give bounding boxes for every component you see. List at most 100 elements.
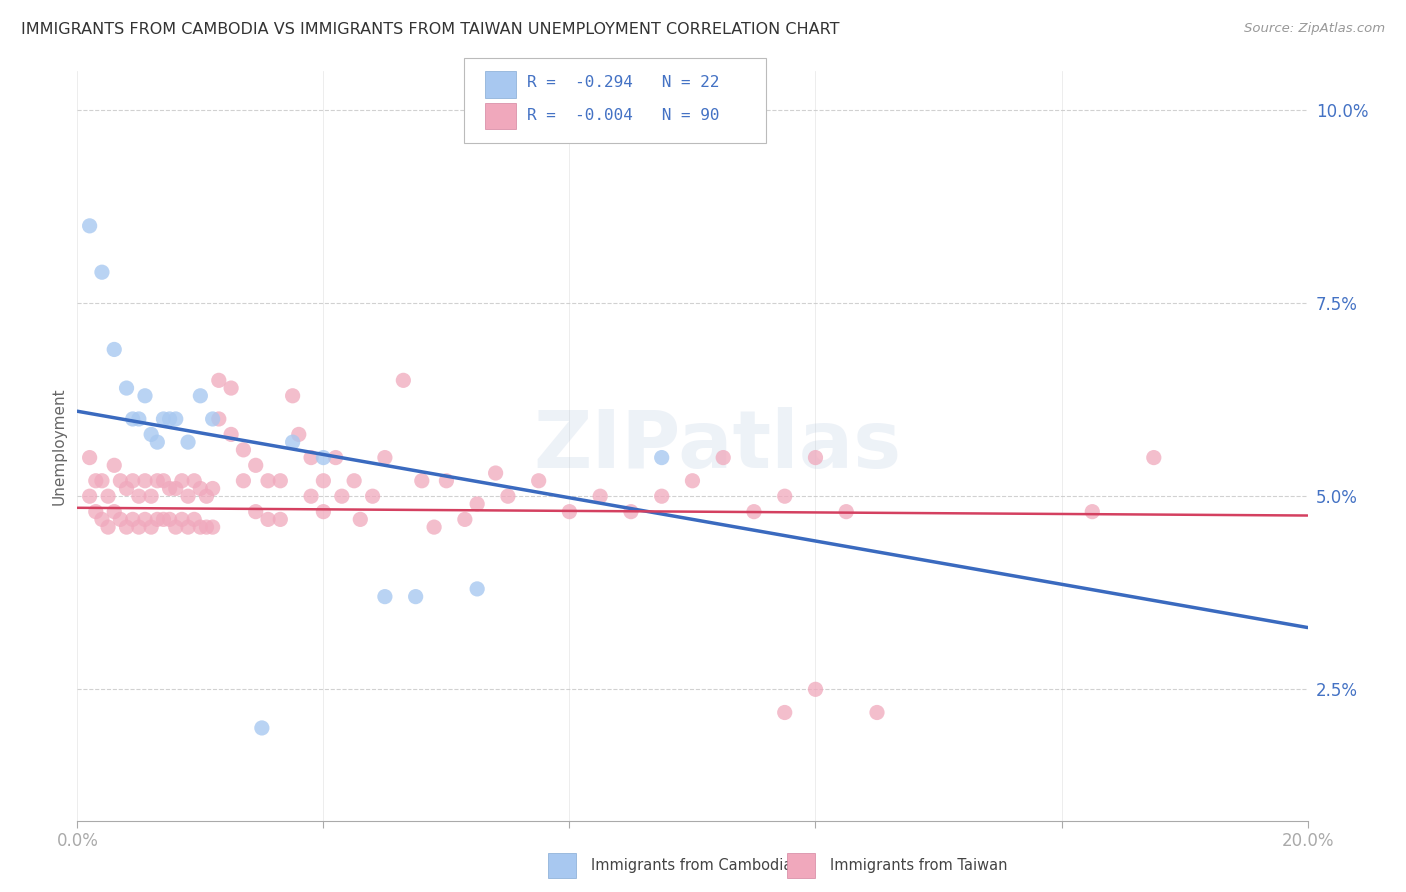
- Point: [436, 474, 458, 488]
- Point: [103, 505, 125, 519]
- Point: [208, 373, 231, 387]
- Point: [159, 482, 181, 496]
- Point: [152, 474, 174, 488]
- Point: [245, 505, 267, 519]
- Point: [170, 474, 193, 488]
- Point: [195, 520, 218, 534]
- Point: [121, 474, 143, 488]
- Point: [90, 512, 114, 526]
- Point: [141, 520, 163, 534]
- Text: IMMIGRANTS FROM CAMBODIA VS IMMIGRANTS FROM TAIWAN UNEMPLOYMENT CORRELATION CHAR: IMMIGRANTS FROM CAMBODIA VS IMMIGRANTS F…: [21, 22, 839, 37]
- Point: [134, 389, 156, 403]
- Point: [128, 489, 150, 503]
- Point: [804, 682, 827, 697]
- Point: [219, 381, 242, 395]
- Point: [1143, 450, 1166, 465]
- Point: [110, 512, 132, 526]
- Point: [651, 489, 673, 503]
- Point: [177, 489, 200, 503]
- Point: [527, 474, 550, 488]
- Point: [128, 520, 150, 534]
- Point: [128, 412, 150, 426]
- Point: [269, 474, 291, 488]
- Text: Immigrants from Cambodia: Immigrants from Cambodia: [591, 858, 792, 872]
- Point: [682, 474, 704, 488]
- Point: [79, 219, 101, 233]
- Point: [183, 474, 205, 488]
- Point: [423, 520, 446, 534]
- Point: [103, 458, 125, 473]
- Point: [115, 381, 138, 395]
- Point: [121, 512, 143, 526]
- Point: [110, 474, 132, 488]
- Point: [374, 450, 396, 465]
- Point: [496, 489, 519, 503]
- Point: [651, 450, 673, 465]
- Point: [589, 489, 612, 503]
- Point: [201, 520, 224, 534]
- Point: [141, 489, 163, 503]
- Point: [97, 520, 120, 534]
- Point: [250, 721, 273, 735]
- Point: [405, 590, 427, 604]
- Point: [152, 412, 174, 426]
- Point: [146, 512, 169, 526]
- Point: [835, 505, 858, 519]
- Point: [97, 489, 120, 503]
- Point: [281, 389, 304, 403]
- Point: [115, 520, 138, 534]
- Point: [804, 450, 827, 465]
- Point: [620, 505, 643, 519]
- Point: [866, 706, 889, 720]
- Point: [465, 497, 488, 511]
- Point: [90, 474, 114, 488]
- Text: R =  -0.294   N = 22: R = -0.294 N = 22: [527, 76, 720, 90]
- Point: [281, 435, 304, 450]
- Point: [79, 450, 101, 465]
- Text: R =  -0.004   N = 90: R = -0.004 N = 90: [527, 109, 720, 123]
- Point: [454, 512, 477, 526]
- Point: [312, 474, 335, 488]
- Point: [485, 466, 508, 480]
- Point: [245, 458, 267, 473]
- Point: [711, 450, 734, 465]
- Point: [773, 489, 796, 503]
- Point: [257, 474, 280, 488]
- Point: [312, 505, 335, 519]
- Point: [165, 412, 187, 426]
- Point: [84, 474, 107, 488]
- Point: [312, 450, 335, 465]
- Point: [79, 489, 101, 503]
- Point: [325, 450, 347, 465]
- Text: ZIPatlas: ZIPatlas: [533, 407, 901, 485]
- Point: [349, 512, 371, 526]
- Point: [288, 427, 311, 442]
- Point: [146, 474, 169, 488]
- Point: [257, 512, 280, 526]
- Point: [374, 590, 396, 604]
- Point: [201, 482, 224, 496]
- Point: [134, 512, 156, 526]
- Point: [232, 442, 254, 457]
- Point: [188, 520, 212, 534]
- Point: [165, 482, 187, 496]
- Point: [269, 512, 291, 526]
- Point: [115, 482, 138, 496]
- Point: [134, 474, 156, 488]
- Point: [558, 505, 581, 519]
- Point: [103, 343, 125, 357]
- Point: [90, 265, 114, 279]
- Point: [343, 474, 366, 488]
- Point: [188, 389, 212, 403]
- Point: [177, 520, 200, 534]
- Text: Source: ZipAtlas.com: Source: ZipAtlas.com: [1244, 22, 1385, 36]
- Point: [146, 435, 169, 450]
- Point: [299, 489, 322, 503]
- Point: [121, 412, 143, 426]
- Point: [177, 435, 200, 450]
- Text: Immigrants from Taiwan: Immigrants from Taiwan: [830, 858, 1007, 872]
- Point: [232, 474, 254, 488]
- Point: [201, 412, 224, 426]
- Point: [165, 520, 187, 534]
- Point: [188, 482, 212, 496]
